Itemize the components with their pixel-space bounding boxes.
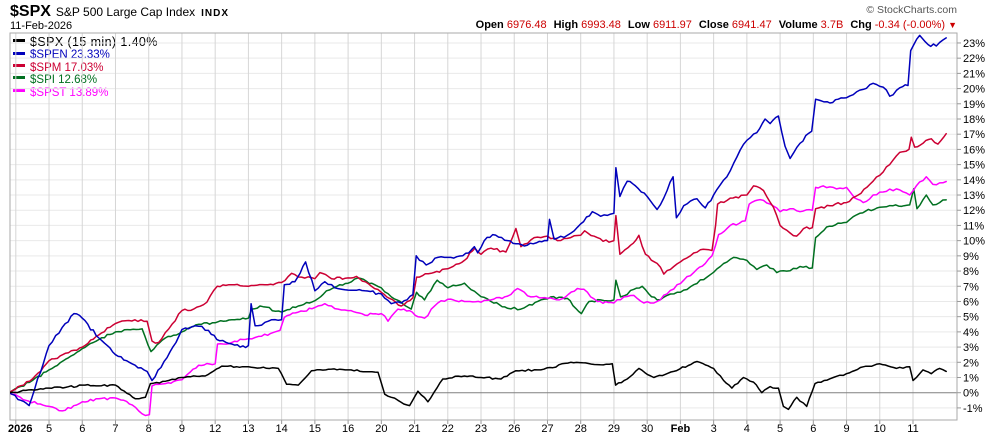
- legend-item-spm: $SPM 17.03%: [13, 61, 158, 74]
- y-axis-label: 21%: [963, 68, 985, 80]
- quote-summary: Open 6976.48 High 6993.48 Low 6911.97 Close…: [469, 19, 957, 31]
- quote-field-volume: Volume 3.7B: [778, 19, 844, 31]
- legend-label: $SPI 12.68%: [30, 74, 98, 87]
- legend-swatch-icon: [13, 76, 25, 80]
- x-axis-label: 10: [874, 423, 886, 435]
- y-axis-label: 6%: [963, 296, 979, 308]
- y-axis-label: 10%: [963, 236, 985, 248]
- x-axis-label: 16: [342, 423, 354, 435]
- x-axis-label: 13: [242, 423, 254, 435]
- y-axis-label: 5%: [963, 312, 979, 324]
- x-axis-label: 21: [408, 423, 420, 435]
- x-axis-label: 5: [777, 423, 783, 435]
- x-axis-label: 6: [79, 423, 85, 435]
- y-axis-label: 9%: [963, 251, 979, 263]
- stockcharts-copyright-link[interactable]: © StockCharts.com: [866, 4, 957, 16]
- exchange-tag: INDX: [201, 8, 230, 19]
- y-axis-label: 16%: [963, 144, 985, 156]
- y-axis-label: 17%: [963, 129, 985, 141]
- legend-item-spx: $SPX (15 min) 1.40%: [13, 36, 158, 48]
- x-axis-label: 9: [843, 423, 849, 435]
- y-axis-label: 1%: [963, 372, 979, 384]
- x-axis-label: 23: [475, 423, 487, 435]
- legend-swatch-icon: [13, 88, 25, 92]
- legend-swatch-icon: [13, 64, 25, 68]
- quote-field-open: Open 6976.48: [475, 19, 547, 31]
- x-axis-label: 14: [276, 423, 288, 435]
- y-axis-label: 11%: [963, 220, 984, 232]
- y-axis-label: 3%: [963, 342, 979, 354]
- change-down-arrow-icon: ▼: [948, 20, 957, 30]
- legend-swatch-icon: [13, 51, 25, 55]
- x-axis-label: 3: [711, 423, 717, 435]
- series-line-spx: [10, 360, 947, 411]
- y-axis-label: 12%: [963, 205, 985, 217]
- y-axis-label: 2%: [963, 357, 979, 369]
- quote-field-high: High 6993.48: [553, 19, 621, 31]
- y-axis-label: 19%: [963, 99, 985, 111]
- y-axis-label: 14%: [963, 175, 985, 187]
- x-axis-label: 27: [541, 423, 553, 435]
- x-axis-label: 15: [309, 423, 321, 435]
- legend-label: $SPM 17.03%: [30, 61, 104, 74]
- series-line-spst: [10, 176, 947, 417]
- x-axis-label: 7: [112, 423, 118, 435]
- x-axis-label: 22: [442, 423, 454, 435]
- index-name: S&P 500 Large Cap Index: [55, 5, 196, 19]
- x-axis-label: 29: [608, 423, 620, 435]
- x-axis-label: Feb: [671, 423, 691, 435]
- chart-header: $SPX S&P 500 Large Cap Index INDX: [10, 3, 229, 21]
- y-axis-label: 4%: [963, 327, 979, 339]
- x-axis-label: 8: [146, 423, 152, 435]
- series-line-spm: [10, 132, 947, 394]
- legend-label: $SPST 13.89%: [30, 86, 109, 99]
- x-axis-label: 6: [810, 423, 816, 435]
- x-axis-label: 2026: [8, 423, 32, 435]
- y-axis-label: -1%: [963, 403, 983, 415]
- legend-label: $SPX (15 min) 1.40%: [30, 35, 158, 49]
- symbol: $SPX: [10, 3, 51, 20]
- quote-field-low: Low 6911.97: [627, 19, 692, 31]
- x-axis-label: 11: [907, 423, 918, 435]
- x-axis-label: 30: [641, 423, 653, 435]
- y-axis-label: 20%: [963, 84, 985, 96]
- x-axis-label: 28: [575, 423, 587, 435]
- legend-item-spi: $SPI 12.68%: [13, 73, 158, 87]
- y-axis-label: 13%: [963, 190, 985, 202]
- y-axis-label: 23%: [963, 38, 985, 50]
- chart-date: 11-Feb-2026: [10, 20, 73, 32]
- legend-swatch-icon: [13, 39, 25, 43]
- x-axis-label: 4: [744, 423, 750, 435]
- quote-field-chg: Chg -0.34 (-0.00%): [850, 19, 946, 31]
- series-line-spi: [10, 188, 947, 394]
- series-line-spen: [10, 34, 947, 407]
- x-axis-label: 26: [508, 423, 520, 435]
- x-axis-label: 12: [209, 423, 221, 435]
- x-axis-label: 5: [46, 423, 52, 435]
- y-axis-label: 15%: [963, 160, 985, 172]
- legend-item-spst: $SPST 13.89%: [13, 86, 158, 99]
- x-axis-label: 9: [179, 423, 185, 435]
- y-axis-label: 0%: [963, 388, 979, 400]
- y-axis-label: 22%: [963, 53, 985, 65]
- y-axis-label: 7%: [963, 281, 979, 293]
- x-axis-label: 20: [375, 423, 387, 435]
- y-axis-label: 8%: [963, 266, 979, 278]
- quote-field-close: Close 6941.47: [698, 19, 772, 31]
- y-axis-label: 18%: [963, 114, 985, 126]
- series-legend: $SPX (15 min) 1.40% $SPEN 23.33% $SPM 17.0…: [13, 36, 158, 99]
